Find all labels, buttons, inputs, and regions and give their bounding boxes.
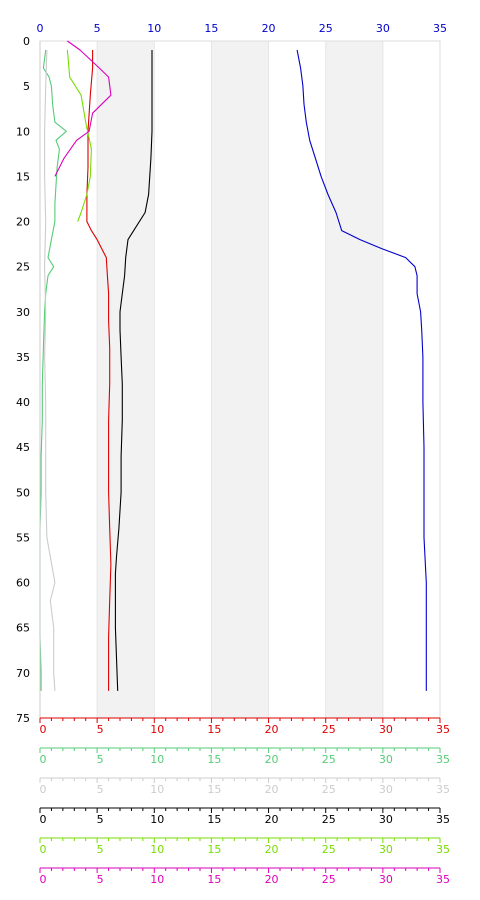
bottom-tick-label: 25	[322, 843, 336, 856]
bottom-tick-label: 0	[40, 873, 47, 886]
bottom-tick-label: 20	[265, 723, 279, 736]
bottom-x-axes: 0 5 10 15 20 25 30 35 0 5 10 15 20 25 30 35 0 5 10 15 20 25 30…	[39, 717, 450, 886]
top-tick-label: 25	[319, 22, 333, 35]
bottom-tick-label: 10	[150, 843, 164, 856]
bottom-tick-label: 15	[207, 813, 221, 826]
grid-band	[97, 41, 155, 718]
bottom-tick-label: 25	[322, 783, 336, 796]
y-tick-label: 35	[16, 351, 30, 364]
bottom-tick-label: 35	[436, 813, 450, 826]
bottom-tick-label: 15	[207, 873, 221, 886]
grid-bands	[39, 41, 441, 718]
y-tick-label: 55	[16, 531, 30, 544]
series-line-7	[54, 40, 112, 177]
bottom-tick-label: 20	[265, 873, 279, 886]
bottom-tick-label: 35	[436, 843, 450, 856]
y-tick-label: 10	[16, 125, 30, 138]
bottom-tick-label: 5	[97, 723, 104, 736]
bottom-tick-label: 10	[150, 783, 164, 796]
bottom-tick-label: 25	[322, 873, 336, 886]
series-line-6	[66, 49, 92, 222]
bottom-tick-label: 10	[150, 873, 164, 886]
bottom-tick-label: 15	[207, 783, 221, 796]
y-tick-label: 15	[16, 170, 30, 183]
top-tick-label: 15	[204, 22, 218, 35]
bottom-tick-label: 0	[40, 753, 47, 766]
y-tick-label: 75	[16, 712, 30, 725]
y-tick-label: 0	[23, 35, 30, 48]
bottom-tick-label: 0	[40, 723, 47, 736]
bottom-tick-label: 30	[379, 753, 393, 766]
series-line-1	[296, 49, 427, 691]
y-tick-label: 5	[23, 80, 30, 93]
series-line-4	[39, 49, 67, 691]
bottom-tick-label: 0	[40, 813, 47, 826]
top-x-axis: 0 5 10 15 20 25 30 35	[37, 22, 448, 35]
y-tick-label: 60	[16, 577, 30, 590]
bottom-tick-label: 30	[379, 783, 393, 796]
bottom-tick-label: 30	[379, 813, 393, 826]
bottom-tick-label: 35	[436, 753, 450, 766]
bottom-tick-label: 15	[207, 723, 221, 736]
bottom-tick-label: 30	[379, 843, 393, 856]
bottom-tick-label: 25	[322, 723, 336, 736]
bottom-tick-label: 35	[436, 783, 450, 796]
bottom-axis-1: 0 5 10 15 20 25 30 35	[39, 717, 450, 736]
grid-band	[211, 41, 269, 718]
y-tick-label: 40	[16, 396, 30, 409]
bottom-axis-2: 0 5 10 15 20 25 30 35	[39, 747, 450, 766]
bottom-tick-label: 25	[322, 753, 336, 766]
bottom-axis-5: 0 5 10 15 20 25 30 35	[39, 837, 450, 856]
bottom-tick-label: 0	[40, 783, 47, 796]
bottom-tick-label: 15	[207, 843, 221, 856]
bottom-axis-3: 0 5 10 15 20 25 30 35	[39, 777, 450, 796]
bottom-axis-4: 0 5 10 15 20 25 30 35	[39, 807, 450, 826]
grid-band	[325, 41, 383, 718]
bottom-tick-label: 5	[97, 873, 104, 886]
y-tick-label: 30	[16, 306, 30, 319]
y-tick-label: 65	[16, 622, 30, 635]
series-line-2	[114, 50, 153, 691]
bottom-tick-label: 30	[379, 723, 393, 736]
top-tick-label: 20	[262, 22, 276, 35]
bottom-tick-label: 35	[436, 873, 450, 886]
y-axis: 0 5 10 15 20 25 30 35 40 45 50 55 60 65 70 75	[16, 35, 41, 725]
top-tick-label: 30	[376, 22, 390, 35]
y-tick-label: 45	[16, 441, 30, 454]
y-tick-label: 25	[16, 261, 30, 274]
bottom-tick-label: 5	[97, 843, 104, 856]
bottom-tick-label: 10	[150, 813, 164, 826]
y-tick-label: 70	[16, 667, 30, 680]
bottom-tick-label: 30	[379, 873, 393, 886]
bottom-tick-label: 20	[265, 843, 279, 856]
bottom-axis-6: 0 5 10 15 20 25 30 35	[39, 867, 450, 886]
bottom-tick-label: 35	[436, 723, 450, 736]
bottom-tick-label: 5	[97, 813, 104, 826]
y-tick-label: 50	[16, 486, 30, 499]
top-tick-label: 0	[37, 22, 44, 35]
bottom-tick-label: 10	[150, 723, 164, 736]
bottom-tick-label: 20	[265, 753, 279, 766]
bottom-tick-label: 10	[150, 753, 164, 766]
series-line-5	[44, 49, 56, 691]
bottom-tick-label: 20	[265, 783, 279, 796]
y-tick-label: 20	[16, 216, 30, 229]
top-tick-label: 5	[94, 22, 101, 35]
series-line-3	[86, 50, 112, 691]
top-tick-label: 35	[433, 22, 447, 35]
bottom-tick-label: 20	[265, 813, 279, 826]
bottom-tick-label: 5	[97, 753, 104, 766]
bottom-tick-label: 25	[322, 813, 336, 826]
top-tick-label: 10	[147, 22, 161, 35]
bottom-tick-label: 0	[40, 843, 47, 856]
bottom-tick-label: 5	[97, 783, 104, 796]
bottom-tick-label: 15	[207, 753, 221, 766]
